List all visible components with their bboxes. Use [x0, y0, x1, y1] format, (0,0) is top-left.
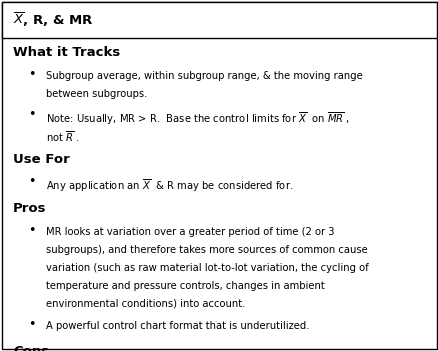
Text: •: •	[28, 108, 35, 121]
Text: Any application an $\overline{X}$  & R may be considered for.: Any application an $\overline{X}$ & R ma…	[46, 178, 293, 194]
Text: environmental conditions) into account.: environmental conditions) into account.	[46, 299, 245, 309]
Text: $\overline{X}$, R, & MR: $\overline{X}$, R, & MR	[13, 11, 93, 29]
FancyBboxPatch shape	[2, 2, 436, 38]
Text: variation (such as raw material lot-to-lot variation, the cycling of: variation (such as raw material lot-to-l…	[46, 263, 368, 273]
Text: not $\overline{R}$ .: not $\overline{R}$ .	[46, 129, 80, 144]
Text: •: •	[28, 224, 35, 237]
Text: •: •	[28, 68, 35, 81]
Text: Pros: Pros	[13, 202, 46, 215]
Text: •: •	[28, 318, 35, 331]
Text: •: •	[28, 175, 35, 188]
FancyBboxPatch shape	[2, 2, 436, 349]
Text: subgroups), and therefore takes more sources of common cause: subgroups), and therefore takes more sou…	[46, 245, 367, 255]
Text: What it Tracks: What it Tracks	[13, 46, 120, 59]
Text: between subgroups.: between subgroups.	[46, 89, 147, 99]
Text: A powerful control chart format that is underutilized.: A powerful control chart format that is …	[46, 321, 309, 331]
Text: Use For: Use For	[13, 153, 70, 166]
Text: temperature and pressure controls, changes in ambient: temperature and pressure controls, chang…	[46, 281, 324, 291]
Text: MR looks at variation over a greater period of time (2 or 3: MR looks at variation over a greater per…	[46, 227, 334, 237]
Text: Note: Usually, MR > R.  Base the control limits for $\overline{X}$  on $\overlin: Note: Usually, MR > R. Base the control …	[46, 111, 350, 127]
Text: Cons: Cons	[13, 345, 49, 351]
Text: Subgroup average, within subgroup range, & the moving range: Subgroup average, within subgroup range,…	[46, 71, 362, 81]
